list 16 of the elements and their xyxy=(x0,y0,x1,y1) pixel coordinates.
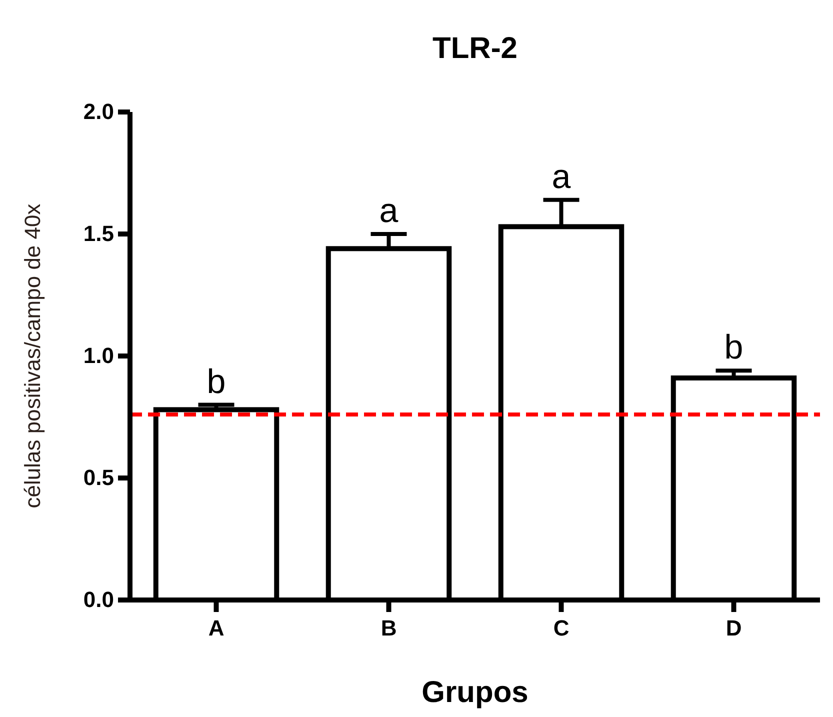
x-tick-label: A xyxy=(208,616,224,641)
y-tick-label: 0.0 xyxy=(83,587,114,612)
y-axis-title: células positivas/campo de 40x xyxy=(20,204,45,508)
annotation: b xyxy=(724,328,744,367)
annotation: a xyxy=(379,192,398,230)
y-tick-label: 1.5 xyxy=(83,221,114,246)
x-tick-label: B xyxy=(380,616,397,641)
x-tick-label: D xyxy=(726,616,742,641)
y-tick-label: 0.5 xyxy=(83,465,114,490)
x-tick-label: C xyxy=(553,616,570,641)
y-tick-label: 1.0 xyxy=(83,343,114,368)
y-tick-label: 2.0 xyxy=(83,99,114,124)
chart-title: TLR-2 xyxy=(432,32,518,65)
annotation: a xyxy=(552,158,571,196)
annotation: b xyxy=(206,362,226,401)
x-axis-title: Grupos xyxy=(422,676,528,709)
